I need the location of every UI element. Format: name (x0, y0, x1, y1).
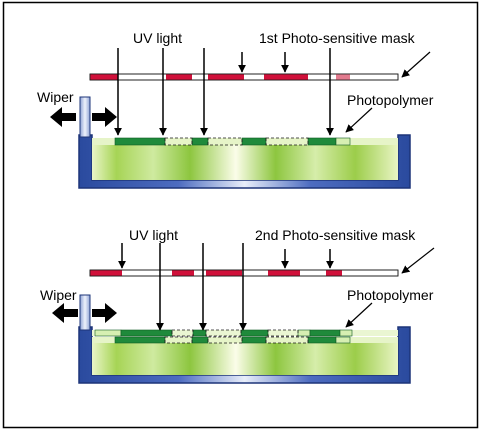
panel-2: UV light 2nd Photo-sensitive mask Wiper … (40, 227, 435, 384)
mask-opaque-segment (264, 74, 308, 80)
uv-light-label: UV light (129, 227, 178, 243)
photopolymer-label: Photopolymer (347, 287, 434, 303)
wiper[interactable] (79, 96, 91, 138)
mask-opaque-segment (206, 270, 242, 276)
cured-segment (114, 137, 166, 146)
mask-opaque-segment (268, 270, 300, 276)
cured-segment (114, 336, 166, 344)
cured-segment (309, 329, 341, 337)
wiper[interactable] (79, 294, 91, 331)
cured-segment (191, 336, 209, 344)
wiper-motion-arrows (50, 107, 117, 127)
uv-light-label: UV light (133, 30, 182, 46)
uncured-segment (339, 329, 353, 337)
photopolymer-layer-top (92, 329, 398, 337)
uncured-segment (94, 329, 122, 337)
resin-body (92, 145, 398, 180)
wiper-motion-arrows (52, 303, 117, 323)
uv-rays (118, 243, 334, 331)
uncured-segment (297, 329, 311, 337)
mask-label: 1st Photo-sensitive mask (259, 30, 416, 46)
cured-segment (240, 329, 269, 337)
photopolymer-layer (92, 137, 398, 146)
mask-opaque-segment (172, 270, 194, 276)
panel-1: UV light 1st Photo-sensitive mask Wiper … (37, 30, 434, 189)
mask-opaque-segment (90, 74, 118, 80)
mask-opaque-segment (90, 270, 122, 276)
cured-segment (191, 137, 209, 146)
photopolymer-layer-bottom (92, 336, 398, 344)
wiper-label: Wiper (37, 89, 74, 105)
callout-arrows (345, 247, 435, 328)
cured-segment (192, 329, 207, 337)
cured-segment (241, 137, 267, 146)
resin-body (92, 343, 398, 375)
mask-label: 2nd Photo-sensitive mask (255, 227, 416, 243)
mask-opaque-segment (166, 74, 192, 80)
cured-segment (307, 137, 337, 146)
cured-segment (241, 336, 267, 344)
mask-opaque-segment (208, 74, 244, 80)
photo-sensitive-mask-2 (89, 269, 399, 277)
uv-rays (114, 48, 334, 136)
cured-segment (120, 329, 173, 337)
uncured-segment (335, 137, 351, 146)
uncured-segment (335, 336, 351, 344)
photo-sensitive-mask-1 (89, 73, 399, 81)
resin-tank (78, 326, 411, 384)
photopolymer-label: Photopolymer (347, 92, 434, 108)
resin-tank (78, 134, 411, 189)
mask-light-segment (336, 74, 350, 80)
cured-segment (307, 336, 337, 344)
callout-arrows (345, 51, 431, 133)
wiper-label: Wiper (40, 287, 77, 303)
mask-opaque-segment (326, 270, 342, 276)
